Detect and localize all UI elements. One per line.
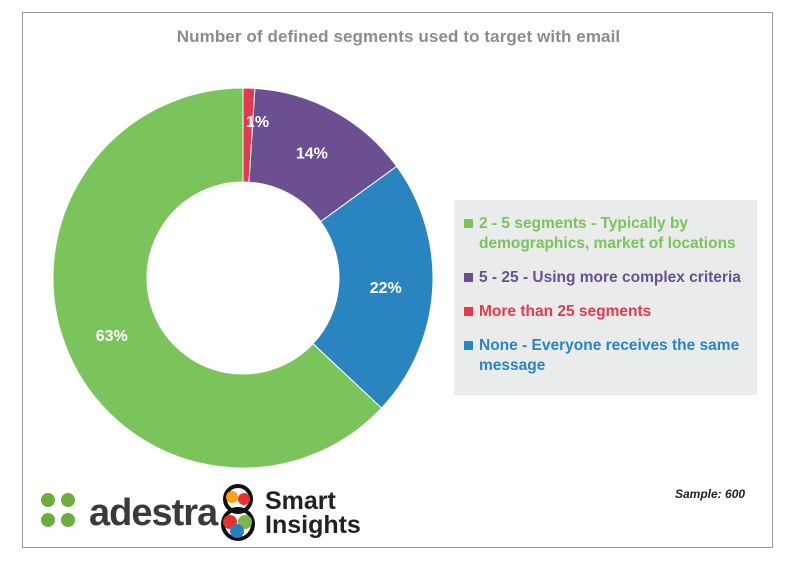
- legend-label: 2 - 5 segments - Typically by demographi…: [479, 215, 736, 252]
- insights-word: Insights: [265, 511, 361, 539]
- legend-label: 5 - 25 - Using more complex criteria: [479, 269, 741, 286]
- legend-swatch: [464, 219, 473, 228]
- chart-frame: Number of defined segments used to targe…: [22, 12, 773, 548]
- legend-label: More than 25 segments: [479, 303, 652, 320]
- slice-label-2: 22%: [370, 280, 402, 297]
- slice-label-3: 63%: [96, 328, 128, 345]
- sample-size: Sample: 600: [675, 487, 746, 501]
- slice-label-0: 1%: [246, 114, 269, 131]
- adestra-logo: adestra: [41, 491, 218, 535]
- legend-item: 5 - 25 - Using more complex criteria: [464, 268, 749, 288]
- legend-item: 2 - 5 segments - Typically by demographi…: [464, 214, 749, 254]
- adestra-mark-icon: [41, 493, 81, 533]
- donut-slice-3: [52, 87, 383, 469]
- slice-label-1: 14%: [296, 146, 328, 163]
- chart-legend: 2 - 5 segments - Typically by demographi…: [454, 200, 757, 395]
- legend-label: None - Everyone receives the same messag…: [479, 337, 740, 374]
- smart-insights-wordmark: Smart Insights: [265, 487, 361, 539]
- legend-swatch: [464, 307, 473, 316]
- legend-swatch: [464, 341, 473, 350]
- smart-insights-mark-icon: [221, 484, 255, 541]
- legend-item: More than 25 segments: [464, 302, 749, 322]
- legend-item: None - Everyone receives the same messag…: [464, 336, 749, 376]
- legend-swatch: [464, 273, 473, 282]
- smart-word: Smart: [265, 487, 336, 515]
- smart-insights-logo: Smart Insights: [215, 483, 361, 543]
- adestra-wordmark: adestra: [89, 491, 218, 534]
- chart-title: Number of defined segments used to targe…: [176, 27, 621, 46]
- donut-chart: 1% 14% 22% 63%: [52, 87, 434, 469]
- donut-slice-2: [312, 165, 434, 409]
